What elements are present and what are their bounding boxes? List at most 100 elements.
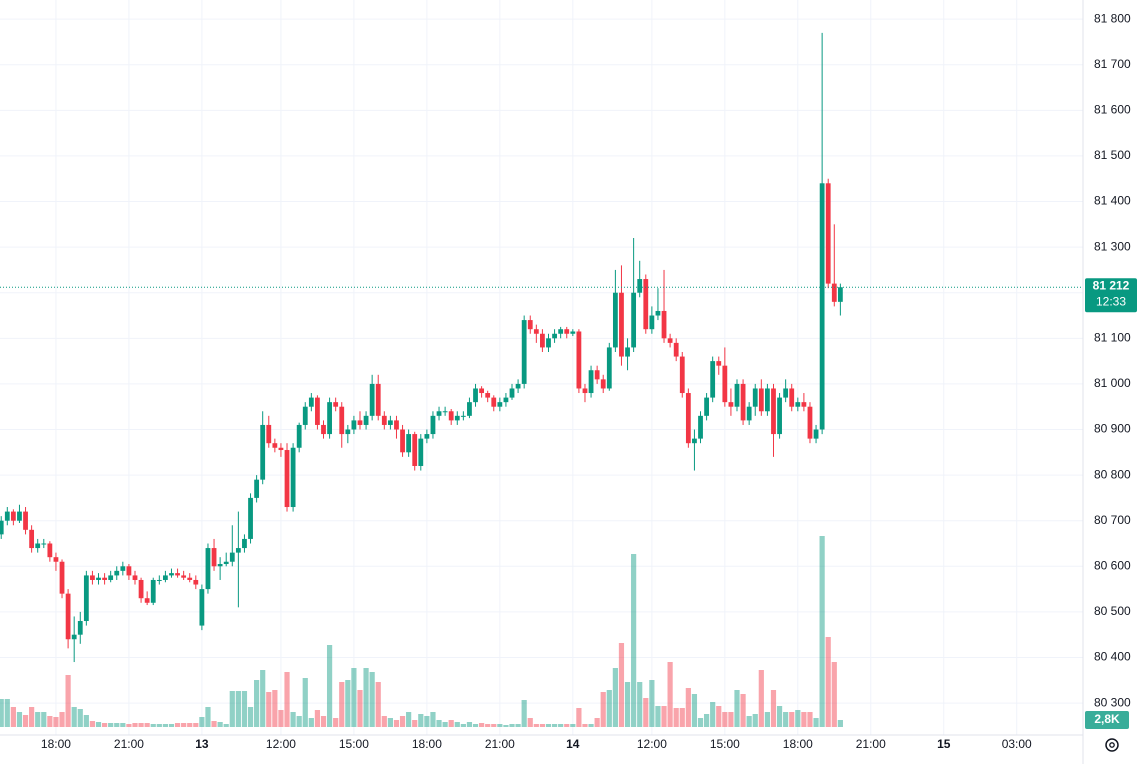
candle-body — [619, 292, 624, 357]
volume-bar — [150, 724, 156, 727]
candle-body — [540, 333, 545, 348]
candle-body — [162, 575, 168, 580]
volume-bar — [728, 712, 734, 727]
candle-body — [363, 415, 369, 425]
countdown-label: 12:33 — [1096, 294, 1126, 308]
volume-bar — [205, 707, 211, 727]
volume-bar — [527, 718, 533, 727]
candle-body — [807, 406, 813, 439]
candle-body — [746, 406, 752, 421]
volume-bar — [776, 706, 783, 727]
settings-icon-center[interactable] — [1109, 742, 1115, 748]
grid — [0, 0, 1083, 735]
candle-body — [114, 570, 120, 576]
candle-body — [612, 292, 618, 348]
candle-body — [418, 438, 424, 466]
volume-bar — [4, 699, 10, 727]
y-tick-label: 81 000 — [1094, 376, 1131, 390]
candle-body — [813, 429, 819, 439]
volume-bar — [430, 712, 436, 727]
volume-bar — [831, 662, 837, 727]
volume-bar — [29, 707, 35, 727]
volume-bar — [412, 720, 418, 727]
candle-body — [734, 383, 740, 407]
candle-body — [351, 420, 357, 430]
volume-bar — [89, 721, 96, 727]
volume-bar — [59, 712, 65, 727]
candle-body — [17, 511, 22, 521]
volume-bar — [126, 724, 132, 727]
volume-bar — [479, 723, 485, 727]
candle-body — [199, 589, 205, 626]
volume-bar — [187, 723, 193, 727]
volume-bar — [722, 712, 728, 727]
candle-body — [600, 379, 606, 389]
volume-bar — [53, 717, 59, 727]
candle-body — [576, 331, 582, 389]
candle-body — [503, 397, 509, 403]
candle-body — [132, 575, 138, 580]
volume-bar — [320, 716, 327, 727]
candle-body — [825, 183, 831, 284]
candle-body — [47, 543, 53, 558]
volume-bar — [685, 688, 691, 727]
candle-body — [35, 543, 41, 549]
volume-bar — [47, 716, 53, 727]
volume-bar — [539, 724, 546, 727]
candle-body — [716, 361, 722, 366]
candle-body — [722, 365, 728, 403]
volume-bar — [369, 672, 375, 727]
volume-bar — [144, 723, 150, 727]
settings-button[interactable] — [1105, 738, 1119, 752]
volume-bar — [387, 718, 393, 727]
candle-body — [412, 434, 418, 466]
candle-body — [381, 415, 387, 425]
candle-body — [120, 566, 126, 571]
candle-body — [102, 577, 107, 580]
y-tick-label: 81 400 — [1094, 194, 1131, 208]
x-tick-label: 21:00 — [485, 737, 515, 751]
volume-bar — [235, 691, 241, 727]
candle-body — [223, 561, 229, 565]
candle-body — [138, 579, 144, 599]
volume-bar — [624, 682, 631, 727]
settings-icon[interactable] — [1105, 738, 1119, 752]
candle-body — [321, 424, 326, 435]
volume-bar — [95, 722, 102, 727]
candle-body — [625, 347, 630, 357]
candle-body — [41, 543, 47, 545]
candle-body — [65, 593, 71, 640]
y-tick-label: 80 600 — [1094, 558, 1131, 572]
y-tick-label: 80 500 — [1094, 604, 1131, 618]
volume-bar — [193, 723, 199, 727]
candle-body — [108, 575, 114, 580]
candle-body — [327, 402, 332, 435]
volume-bar — [156, 724, 162, 727]
candle-body — [248, 497, 253, 539]
candle-body — [266, 424, 272, 444]
candle-body — [254, 479, 260, 498]
last-price-box — [1085, 278, 1137, 313]
volume-bar — [314, 710, 321, 727]
candle-body — [752, 388, 758, 407]
candle-body — [631, 292, 637, 348]
volume-bar — [65, 675, 71, 727]
volume-bar — [454, 722, 460, 727]
volume-bar — [631, 554, 637, 727]
candle-body — [594, 370, 600, 380]
candle-body — [777, 397, 782, 435]
candle-body — [637, 279, 643, 293]
candle-body — [96, 577, 101, 580]
y-tick-label: 81 700 — [1094, 57, 1131, 71]
volume-bar — [363, 668, 369, 727]
candle-body — [570, 331, 576, 334]
volume-bar — [393, 720, 400, 727]
last-volume-label: 2,8K — [1094, 712, 1120, 726]
volume-bar — [132, 723, 138, 727]
x-tick-label: 03:00 — [1002, 737, 1032, 751]
candle-body — [242, 538, 247, 549]
y-tick-label: 80 900 — [1094, 422, 1131, 436]
volume-bar — [442, 722, 448, 727]
candle-body — [454, 415, 460, 421]
